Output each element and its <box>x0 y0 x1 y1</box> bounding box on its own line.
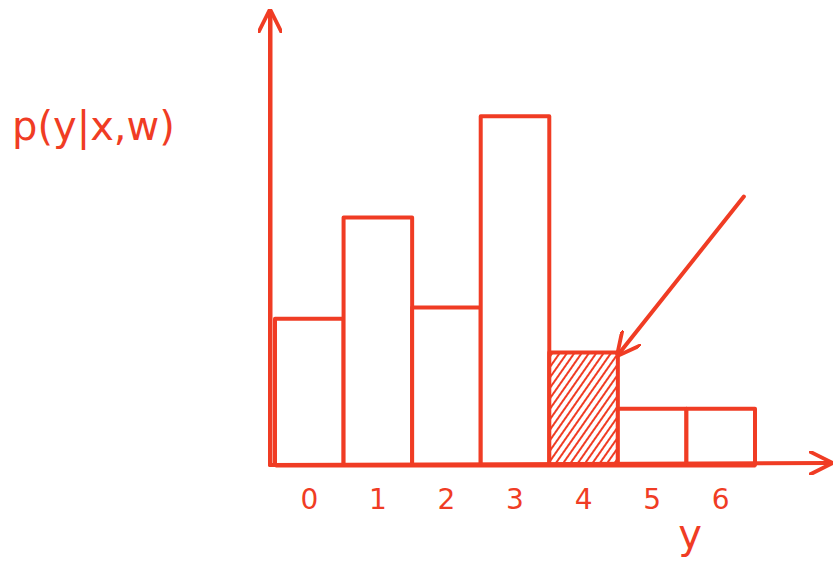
x-tick-label: 2 <box>438 483 456 516</box>
bar <box>481 116 550 465</box>
x-tick-label: 3 <box>506 483 524 516</box>
x-tick: 1 <box>369 483 387 516</box>
x-tick-label: 6 <box>712 483 730 516</box>
bar <box>344 218 413 466</box>
x-tick-label: 4 <box>575 483 593 516</box>
pointer-arrow <box>620 197 744 353</box>
x-tick: 6 <box>712 483 730 516</box>
bar <box>549 353 618 466</box>
bar <box>618 409 687 465</box>
y-axis-arrow <box>268 14 272 465</box>
chart: 0 1 2 3 4 5 6 p(y|x,w) y <box>0 0 838 588</box>
bar <box>275 319 344 465</box>
x-tick: 0 <box>300 483 318 516</box>
x-tick-label: 5 <box>643 483 661 516</box>
x-tick-label: 0 <box>300 483 318 516</box>
x-axis: 0 1 2 3 4 5 6 <box>276 466 756 516</box>
x-tick: 4 <box>575 483 593 516</box>
bars <box>275 116 755 465</box>
x-tick: 3 <box>506 483 524 516</box>
x-tick-label: 1 <box>369 483 387 516</box>
x-tick: 2 <box>438 483 456 516</box>
x-axis-title: y <box>678 511 702 557</box>
bar <box>412 308 481 466</box>
x-tick: 5 <box>643 483 661 516</box>
bar <box>686 409 755 465</box>
x-axis-arrow <box>270 463 828 465</box>
y-axis-title: p(y|x,w) <box>12 103 175 150</box>
